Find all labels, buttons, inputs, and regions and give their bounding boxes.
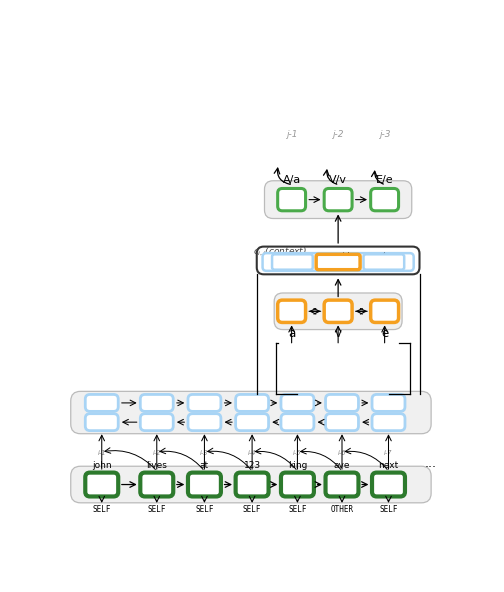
Text: SELF: SELF (148, 504, 166, 513)
FancyBboxPatch shape (257, 247, 419, 274)
FancyBboxPatch shape (140, 414, 173, 430)
Text: v: v (335, 327, 342, 340)
Text: E/e: E/e (376, 175, 394, 185)
Text: A/a: A/a (283, 175, 301, 185)
Text: john: john (92, 461, 111, 469)
FancyBboxPatch shape (236, 472, 269, 497)
Text: i-5: i-5 (293, 451, 302, 456)
Text: 123: 123 (243, 461, 261, 469)
Text: i-1: i-1 (97, 451, 106, 456)
FancyBboxPatch shape (263, 253, 414, 271)
FancyBboxPatch shape (140, 394, 173, 411)
FancyBboxPatch shape (372, 394, 405, 411)
Text: lives: lives (146, 461, 167, 469)
FancyBboxPatch shape (363, 255, 404, 270)
FancyBboxPatch shape (324, 188, 352, 211)
FancyBboxPatch shape (236, 394, 269, 411)
FancyBboxPatch shape (326, 472, 358, 497)
FancyBboxPatch shape (281, 394, 314, 411)
FancyBboxPatch shape (188, 394, 221, 411)
FancyBboxPatch shape (272, 255, 313, 270)
Text: SELF: SELF (93, 504, 111, 513)
FancyBboxPatch shape (281, 472, 314, 497)
Text: king: king (288, 461, 307, 469)
FancyBboxPatch shape (326, 414, 358, 430)
Text: SELF: SELF (288, 504, 307, 513)
Text: j-2: j-2 (332, 130, 344, 139)
Text: i-6: i-6 (338, 451, 346, 456)
Text: at: at (200, 461, 209, 469)
FancyBboxPatch shape (140, 472, 173, 497)
Text: i-7: i-7 (384, 451, 393, 456)
Text: V/v: V/v (329, 175, 347, 185)
FancyBboxPatch shape (188, 414, 221, 430)
Text: $c_{i,j}$(context): $c_{i,j}$(context) (253, 246, 307, 259)
FancyBboxPatch shape (324, 300, 352, 323)
Text: SELF: SELF (243, 504, 262, 513)
FancyBboxPatch shape (370, 300, 399, 323)
Text: SELF: SELF (379, 504, 398, 513)
Text: i-2: i-2 (153, 451, 161, 456)
FancyBboxPatch shape (326, 394, 358, 411)
FancyBboxPatch shape (372, 472, 405, 497)
Text: $\overleftarrow{i_{i,\cdot 1}}$: $\overleftarrow{i_{i,\cdot 1}}$ (374, 252, 394, 272)
Text: j-3: j-3 (379, 130, 391, 139)
Text: $h_{i,j}^{mid}$: $h_{i,j}^{mid}$ (326, 251, 350, 273)
FancyBboxPatch shape (274, 293, 402, 330)
Text: ave: ave (334, 461, 350, 469)
Text: i-3: i-3 (200, 451, 209, 456)
FancyBboxPatch shape (188, 472, 221, 497)
Text: next: next (379, 461, 399, 469)
Text: $\overrightarrow{h_{i-\cdot}}$: $\overrightarrow{h_{i-\cdot}}$ (281, 252, 303, 272)
FancyBboxPatch shape (85, 414, 118, 430)
FancyBboxPatch shape (85, 394, 118, 411)
FancyBboxPatch shape (278, 188, 305, 211)
FancyBboxPatch shape (265, 181, 412, 218)
Text: j-1: j-1 (286, 130, 297, 139)
Text: OTHER: OTHER (331, 504, 354, 513)
FancyBboxPatch shape (372, 414, 405, 430)
Text: ...: ... (425, 456, 437, 469)
Text: a: a (288, 327, 295, 340)
Text: e: e (381, 327, 388, 340)
Text: SELF: SELF (195, 504, 214, 513)
FancyBboxPatch shape (71, 391, 431, 434)
FancyBboxPatch shape (278, 300, 305, 323)
FancyBboxPatch shape (236, 414, 269, 430)
FancyBboxPatch shape (85, 472, 118, 497)
FancyBboxPatch shape (71, 466, 431, 503)
Text: i-4: i-4 (248, 451, 257, 456)
FancyBboxPatch shape (281, 414, 314, 430)
FancyBboxPatch shape (370, 188, 399, 211)
FancyBboxPatch shape (316, 255, 360, 270)
